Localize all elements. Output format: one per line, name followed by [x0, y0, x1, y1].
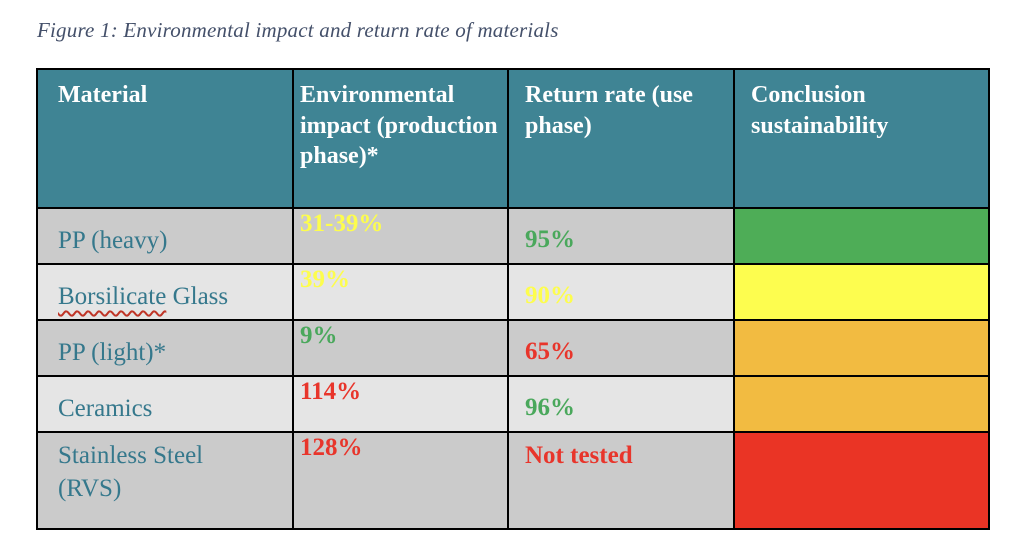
- materials-table: Material Environmental impact (productio…: [36, 68, 990, 530]
- cell-material: PP (heavy): [36, 207, 294, 265]
- cell-return: 95%: [507, 207, 735, 265]
- cell-return: 90%: [507, 263, 735, 321]
- cell-impact: 114%: [292, 375, 509, 433]
- table-row-ceramics: Ceramics 114% 96%: [36, 375, 990, 433]
- cell-impact: 39%: [292, 263, 509, 321]
- cell-impact: 9%: [292, 319, 509, 377]
- header-conclusion: Conclusion sustainability: [733, 68, 990, 209]
- cell-conclusion-swatch: [733, 375, 990, 433]
- cell-conclusion-swatch: [733, 431, 990, 530]
- cell-return: 65%: [507, 319, 735, 377]
- cell-material: PP (light)*: [36, 319, 294, 377]
- cell-material: Ceramics: [36, 375, 294, 433]
- table-row-stainless-steel: Stainless Steel (RVS) 128% Not tested: [36, 431, 990, 530]
- cell-conclusion-swatch: [733, 319, 990, 377]
- figure-caption: Figure 1: Environmental impact and retur…: [37, 18, 559, 42]
- header-return: Return rate (use phase): [507, 68, 735, 209]
- misspelled-word: Borsilicate: [58, 283, 167, 310]
- cell-conclusion-swatch: [733, 207, 990, 265]
- header-impact: Environmental impact (production phase)*: [292, 68, 509, 209]
- cell-conclusion-swatch: [733, 263, 990, 321]
- material-word-rest: Glass: [166, 283, 229, 310]
- cell-impact: 128%: [292, 431, 509, 530]
- material-line-1: Stainless Steel: [58, 442, 204, 469]
- cell-material: Borsilicate Glass: [36, 263, 294, 321]
- cell-impact: 31-39%: [292, 207, 509, 265]
- table-row-borsilicate-glass: Borsilicate Glass 39% 90%: [36, 263, 990, 321]
- cell-material: Stainless Steel (RVS): [36, 431, 294, 530]
- table-row-pp-heavy: PP (heavy) 31-39% 95%: [36, 207, 990, 265]
- table-header-row: Material Environmental impact (productio…: [36, 68, 990, 209]
- material-line-2: (RVS): [58, 475, 122, 502]
- table-row-pp-light: PP (light)* 9% 65%: [36, 319, 990, 377]
- header-material: Material: [36, 68, 294, 209]
- cell-return: 96%: [507, 375, 735, 433]
- cell-return: Not tested: [507, 431, 735, 530]
